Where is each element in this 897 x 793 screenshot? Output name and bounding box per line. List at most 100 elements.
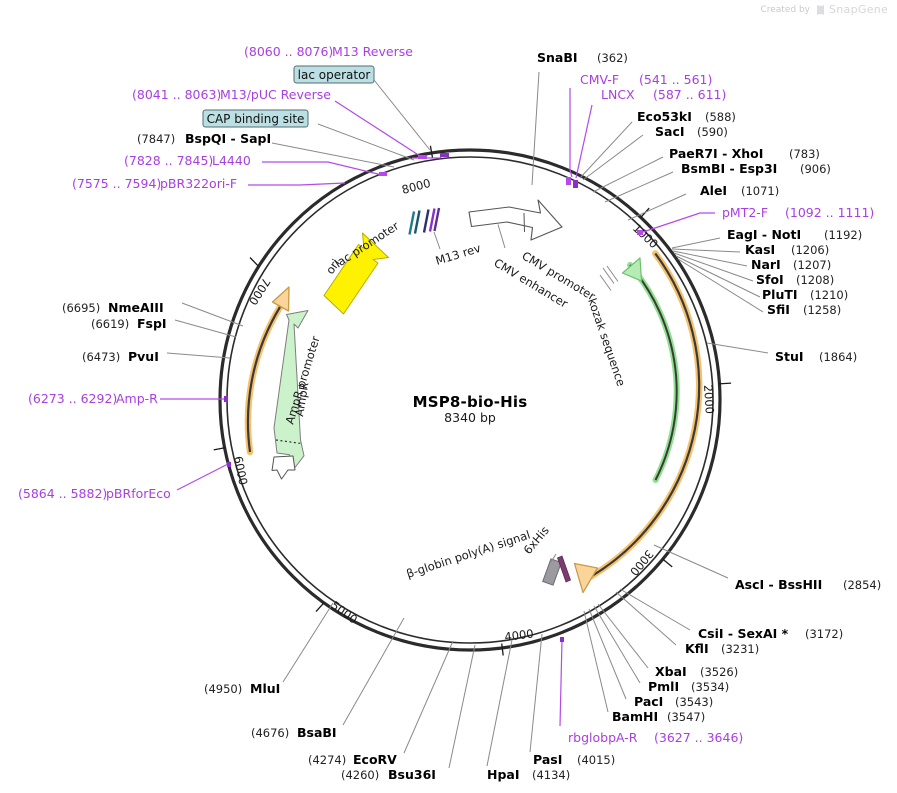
leader-kasi (671, 248, 741, 253)
primer-mark-m13puc (418, 155, 427, 159)
leader-rbglobpa-r (559, 639, 563, 727)
enzyme-name-alei: AleI (700, 183, 727, 198)
enzyme-pos-bamhi: (3547) (667, 710, 705, 724)
leader-pluti (675, 255, 761, 298)
enzyme-name-bsu36i: Bsu36I (388, 767, 436, 782)
primer-label-m13puc-reverse-name: M13/pUC Reverse (220, 87, 331, 102)
enzyme-pos-ecorv: (4274) (308, 753, 346, 767)
enzyme-labels: (7847) BspQI - SapI SnaBI (362) Eco53kI … (62, 50, 881, 782)
enzyme-name-paci: PacI (634, 694, 663, 709)
leader-cmv-f (569, 88, 573, 178)
primer-label-pmt2-f-range: (1092 .. 1111) (785, 205, 874, 220)
leader-pvui (166, 352, 231, 359)
feature-label-kozak: kozak sequence (585, 296, 628, 388)
enzyme-pos-paci: (3543) (675, 695, 713, 709)
enzyme-name-xbai: XbaI (655, 664, 687, 679)
his-tag-box (556, 555, 572, 583)
enzyme-pos-saci: (590) (697, 125, 728, 139)
leader-pasi (529, 633, 543, 753)
leader-sfii (677, 258, 764, 313)
primer-label-pmt2-f-name: pMT2-F (722, 205, 768, 220)
leader-nmeaiii (181, 302, 244, 327)
feature-label-ampR: AmpR (292, 381, 311, 417)
enzyme-name-pasi: PasI (533, 752, 562, 767)
enzyme-pos-nmeaiii: (6695) (62, 301, 100, 315)
leader-bspqi (271, 142, 395, 168)
leader-eco53ki (579, 121, 633, 179)
leader-mlui (282, 602, 334, 683)
cmv-enhancer-leader (497, 224, 506, 249)
enzyme-pos-nari: (1207) (793, 258, 831, 272)
leader-paer7i (592, 156, 664, 193)
leader-bsu36i (448, 644, 476, 769)
primer-mark-l4440 (379, 172, 387, 176)
leader-bsabi (342, 617, 405, 726)
boxed-label-lac-operator: lac operator (293, 65, 375, 84)
primer-label-lncx-name: LNCX (601, 87, 635, 102)
enzyme-pos-csii: (3172) (805, 627, 843, 641)
cap-binding-site-box (202, 109, 309, 128)
enzyme-name-stui: StuI (775, 349, 804, 364)
enzyme-name-hpai: HpaI (487, 767, 520, 782)
m13-rev-tick-2 (433, 207, 441, 232)
beta-globin-polyA-box (542, 558, 562, 586)
enzyme-name-kfli: KflI (685, 641, 709, 656)
snapgene-logo-icon (817, 5, 824, 15)
enzyme-pos-pluti: (1210) (810, 288, 848, 302)
his-tag-leader (550, 553, 557, 563)
feature-shape-ori: ori (323, 232, 389, 315)
primer-labels: (8060 .. 8076) M13 Reverse (8041 .. 8063… (18, 44, 874, 745)
leader-l4440 (262, 161, 383, 176)
enzyme-name-fspi: FspI (137, 316, 167, 331)
lac-promoter-tick-2 (413, 210, 421, 234)
primer-label-m13-reverse-name: M13 Reverse (332, 44, 413, 59)
tick-label-4000: 4000 (504, 626, 535, 644)
primer-label-pbrforeco-range: (5864 .. 5882) (18, 486, 107, 501)
enzyme-pos-paer7i: (783) (789, 147, 820, 161)
enzyme-pos-kfli: (3231) (721, 642, 759, 656)
enzyme-name-nmeaiii: NmeAIII (108, 300, 164, 315)
enzyme-name-bsabi: BsaBI (297, 725, 337, 740)
primer-label-l4440-name: L4440 (212, 153, 251, 168)
leader-asci (653, 544, 729, 579)
cmv-promoter-arrow (468, 199, 563, 241)
m13-rev-tick (428, 208, 436, 232)
plasmid-title-group: MSP8-bio-His 8340 bp (413, 393, 528, 425)
tick-label-2000: 2000 (701, 384, 717, 414)
primer-mark-m13-reverse (440, 153, 449, 157)
leader-pmli (593, 605, 641, 684)
plasmid-name: MSP8-bio-His (413, 393, 528, 411)
orange-arc-arrowhead-left (271, 286, 290, 312)
enzyme-pos-snabi: (362) (597, 51, 628, 65)
enzyme-pos-sfii: (1258) (803, 303, 841, 317)
enzyme-pos-hpai: (4134) (532, 768, 570, 782)
enzyme-name-eagi-noti: EagI - NotI (727, 227, 801, 242)
enzyme-name-sfii: SfiI (767, 302, 790, 317)
leader-eagi (671, 237, 721, 249)
ampR-promoter-arrow (271, 455, 296, 480)
leader-pbrforeco (176, 463, 229, 491)
leader-fspi (174, 319, 237, 338)
leader-alei (627, 193, 687, 221)
enzyme-pos-bsabi: (4676) (251, 726, 289, 740)
kozak-hatch-3 (599, 274, 612, 291)
enzyme-name-paer7i-xhoi: PaeR7I - XhoI (669, 146, 763, 161)
enzyme-pos-fspi: (6619) (91, 317, 129, 331)
ampR-arrow (273, 310, 309, 471)
primer-mark-pmt2-f (637, 230, 643, 235)
m13-rev-leader (433, 231, 441, 250)
orange-arc-core-right (590, 252, 701, 578)
tick-mark-4000 (501, 643, 504, 656)
coordinate-ticks: 1000 2000 3000 4000 5000 6000 7000 8000 (213, 145, 732, 656)
enzyme-name-pluti: PluTI (762, 287, 798, 302)
feature-shape-kozak: kozak sequence (585, 265, 628, 388)
primer-mark-amp-r (224, 396, 228, 402)
lac-promoter-tick-1 (408, 211, 416, 235)
tick-label-1000: 1000 (630, 221, 661, 251)
enzyme-pos-asci: (2854) (843, 578, 881, 592)
orange-arc-core-left (246, 306, 281, 453)
primer-label-lncx-range: (587 .. 611) (653, 87, 726, 102)
primer-mark-cmv-f (566, 177, 571, 185)
primer-mark-lncx (573, 180, 578, 188)
enzyme-pos-bsmbi: (906) (800, 162, 831, 176)
